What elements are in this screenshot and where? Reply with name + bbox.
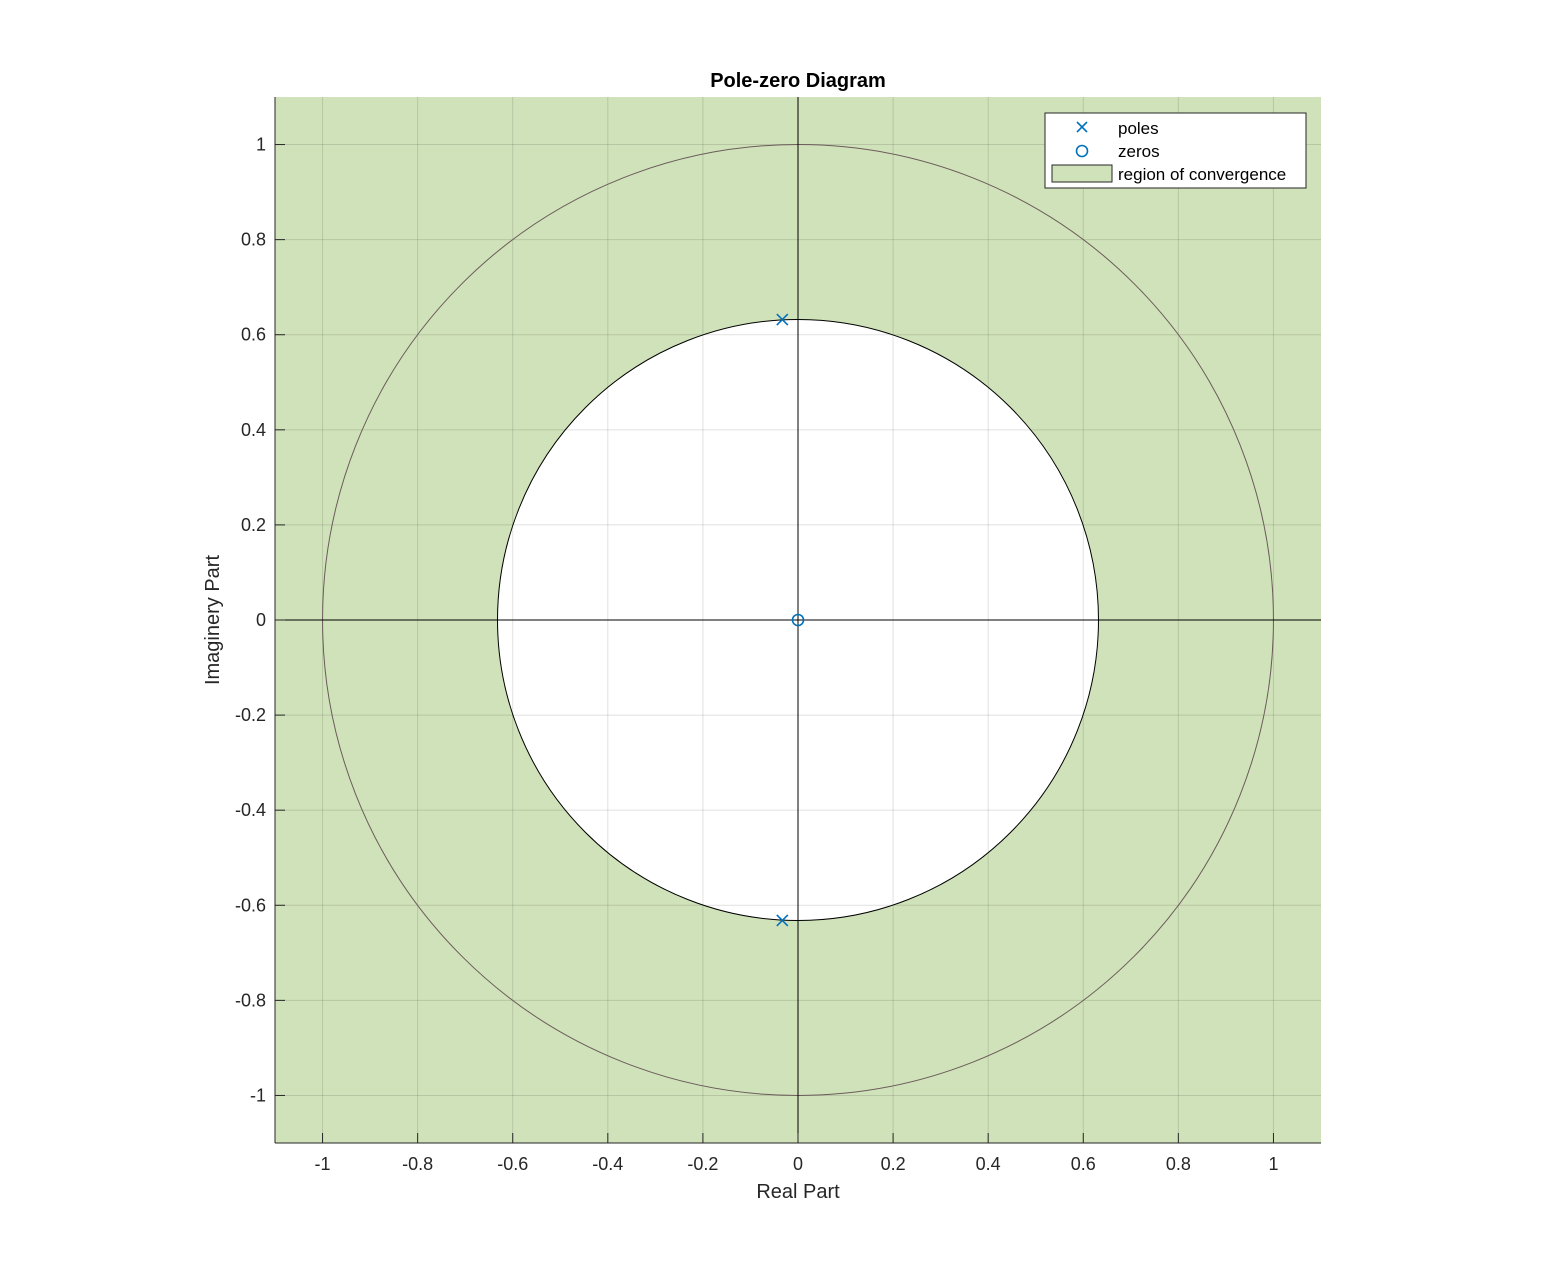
x-tick-label: 1 xyxy=(1268,1154,1278,1174)
x-tick-label: 0.8 xyxy=(1166,1154,1191,1174)
x-tick-label: 0 xyxy=(793,1154,803,1174)
x-tick-label: -0.8 xyxy=(402,1154,433,1174)
x-tick-label: 0.6 xyxy=(1071,1154,1096,1174)
legend-zeros-marker xyxy=(1075,144,1089,158)
y-tick-label: 0 xyxy=(256,610,266,630)
y-tick-label: -0.4 xyxy=(235,800,266,820)
x-tick-label: 0.4 xyxy=(976,1154,1001,1174)
y-tick-label: -1 xyxy=(250,1085,266,1105)
legend-poles-marker xyxy=(1076,121,1088,133)
x-tick-label: -0.2 xyxy=(687,1154,718,1174)
y-tick-label: -0.2 xyxy=(235,705,266,725)
y-tick-label: -0.6 xyxy=(235,895,266,915)
legend: poles zeros region of convergence xyxy=(1044,112,1307,189)
data-markers xyxy=(776,313,805,927)
x-tick-label: -0.6 xyxy=(497,1154,528,1174)
x-tick-label: -0.4 xyxy=(592,1154,623,1174)
y-tick-label: 0.4 xyxy=(241,420,266,440)
legend-label-zeros: zeros xyxy=(1118,142,1160,161)
plot-area xyxy=(275,97,1321,1143)
pole-stroke xyxy=(776,313,789,326)
y-tick-label: -0.8 xyxy=(235,990,266,1010)
y-tick-label: 0.6 xyxy=(241,325,266,345)
region-of-convergence xyxy=(275,97,1321,1143)
y-tick-label: 0.2 xyxy=(241,515,266,535)
pole-marker xyxy=(776,914,789,927)
x-axis-ticks: -1 -0.8 -0.6 -0.4 -0.2 0 0.2 0.4 0.6 0.8 1 xyxy=(315,1133,1278,1174)
x-axis-label: Real Part xyxy=(756,1181,840,1203)
pole-marker xyxy=(776,313,789,326)
legend-roc-swatch xyxy=(1051,164,1113,183)
y-axis-ticks: -1 -0.8 -0.6 -0.4 -0.2 0 0.2 0.4 0.6 0.8 1 xyxy=(235,135,285,1105)
x-tick-label: 0.2 xyxy=(881,1154,906,1174)
y-axis-label: Imaginery Part xyxy=(202,555,224,685)
legend-pole-stroke xyxy=(1076,121,1088,133)
legend-label-roc: region of convergence xyxy=(1118,165,1286,184)
x-tick-label: -1 xyxy=(315,1154,331,1174)
y-tick-label: 0.8 xyxy=(241,230,266,250)
chart-title: Pole-zero Diagram xyxy=(710,70,886,92)
legend-label-poles: poles xyxy=(1118,119,1159,138)
y-tick-label: 1 xyxy=(256,135,266,155)
pole-stroke xyxy=(776,914,789,927)
zero-marker xyxy=(791,613,805,627)
